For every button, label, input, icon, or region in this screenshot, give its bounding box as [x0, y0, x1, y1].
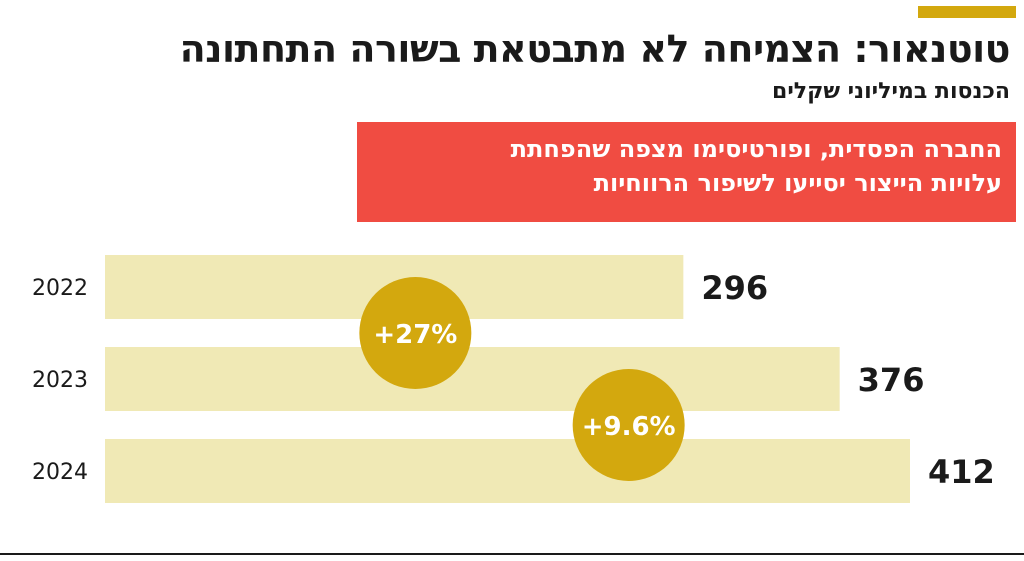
value-label-2022: 296: [701, 269, 768, 307]
callout-line-2: עלויות הייצור יסייעו לשיפור הרווחיות: [593, 169, 1002, 197]
callout-box: החברה הפסדית, ופורטיסימו מצפה שהפחתת עלו…: [357, 122, 1016, 222]
growth-label-2023: +27%: [373, 320, 457, 350]
bar-2024: [105, 439, 910, 503]
value-label-2024: 412: [928, 453, 995, 491]
bar-chart: 2022 296 2023 376 2024 412 +27% +9.6%: [32, 255, 995, 503]
bottom-rule: [0, 553, 1024, 555]
growth-badge-2024: [572, 369, 685, 481]
value-label-2023: 376: [858, 361, 925, 399]
bar-2023: [105, 347, 840, 411]
year-label-2022: 2022: [32, 276, 88, 301]
year-label-2024: 2024: [32, 460, 88, 485]
callout-line-1: החברה הפסדית, ופורטיסימו מצפה שהפחתת: [510, 135, 1002, 163]
accent-bar: [918, 6, 1016, 18]
growth-label-2024: +9.6%: [582, 412, 676, 442]
year-label-2023: 2023: [32, 368, 88, 393]
chart-title: טוטנאור: הצמיחה לא מתבטאת בשורה התחתונה: [179, 27, 1011, 71]
growth-badge-2023: [359, 277, 472, 389]
chart-subtitle: הכנסות במיליוני שקלים: [772, 79, 1010, 104]
